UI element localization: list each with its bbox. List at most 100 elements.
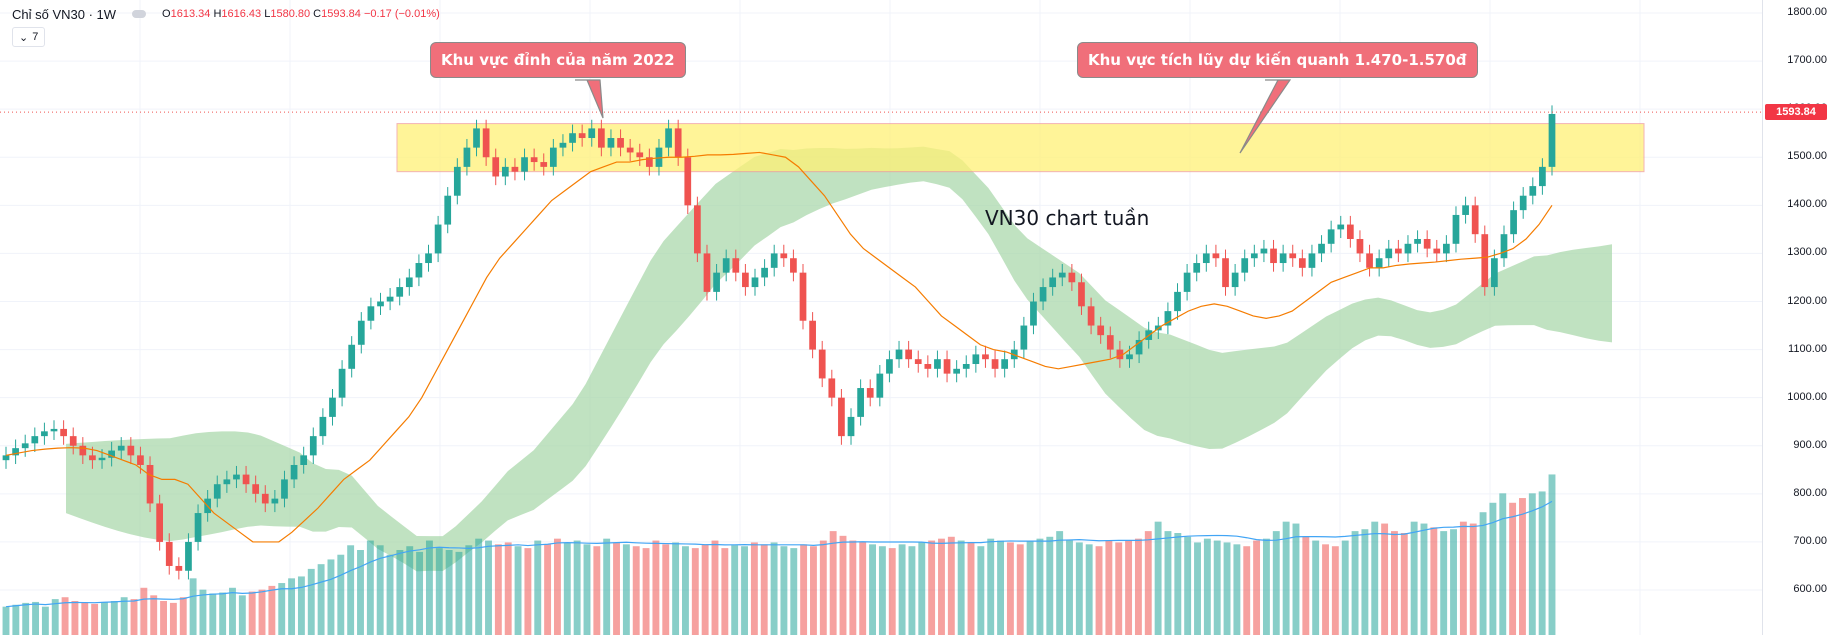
- volume-bar: [1164, 531, 1172, 635]
- volume-bar: [376, 545, 384, 635]
- candle-body: [521, 157, 528, 172]
- volume-bar: [1036, 538, 1044, 635]
- volume-bar: [819, 540, 827, 635]
- volume-bar: [898, 544, 906, 635]
- volume-ma-line: [5, 500, 1553, 608]
- volume-bar: [268, 585, 276, 635]
- volume-bar: [613, 542, 620, 635]
- candle-body: [1087, 306, 1095, 326]
- volume-bar: [1174, 533, 1182, 635]
- candle-body: [463, 147, 471, 167]
- ichimoku-cloud: [66, 146, 1612, 572]
- volume-bar: [1016, 544, 1024, 635]
- candle-body: [847, 416, 855, 437]
- volume-bar: [61, 597, 69, 635]
- candle-body: [1433, 248, 1441, 254]
- candle-body: [127, 445, 135, 456]
- candle-body: [1529, 186, 1537, 196]
- volume-bar: [485, 540, 492, 635]
- volume-bar: [91, 603, 99, 635]
- candle-body: [617, 138, 624, 148]
- volume-bar: [71, 601, 79, 635]
- candle-body: [1298, 258, 1306, 268]
- candle-body: [233, 474, 240, 480]
- volume-bar: [416, 551, 424, 635]
- candle-body: [1049, 277, 1057, 288]
- candle-body: [1202, 253, 1210, 264]
- symbol-title[interactable]: Chỉ số VN30 · 1W: [12, 6, 117, 22]
- change-value: −0.17 (−0.01%): [363, 8, 440, 20]
- more-options-icon[interactable]: [132, 10, 147, 18]
- volume-bar: [1312, 540, 1320, 635]
- candle-body: [1212, 253, 1220, 259]
- chart-area[interactable]: Chỉ số VN30 · 1W O1613.34 H1616.43 L1580…: [0, 0, 1762, 635]
- volume-bar: [160, 601, 168, 635]
- candle-body: [1279, 253, 1287, 264]
- candle-body: [108, 450, 115, 458]
- volume-bar: [1519, 498, 1526, 635]
- volume-bar: [2, 606, 10, 635]
- price-chart[interactable]: [0, 0, 1762, 635]
- volume-bar: [583, 544, 591, 635]
- volume-bar: [553, 538, 561, 635]
- volume-bar: [928, 540, 936, 635]
- volume-bar: [1272, 531, 1280, 635]
- open-value: 1613.34: [170, 8, 211, 20]
- candle-body: [12, 448, 19, 456]
- candle-body: [905, 349, 912, 360]
- volume-bar: [563, 542, 571, 635]
- volume-bar: [150, 595, 158, 635]
- candle-body: [146, 464, 154, 504]
- candle-body: [338, 368, 346, 398]
- candle-body: [1471, 205, 1479, 235]
- candle-body: [1423, 238, 1431, 249]
- volume-bar: [219, 592, 227, 635]
- candle-body: [972, 354, 980, 365]
- volume-bar: [622, 544, 630, 635]
- volume-bar: [1125, 540, 1133, 635]
- candle-body: [1270, 248, 1277, 264]
- candle-body: [1404, 243, 1412, 254]
- candle-body: [1260, 248, 1268, 254]
- volume-bar: [1528, 493, 1536, 635]
- candle-body: [809, 320, 816, 350]
- candle-body: [1366, 253, 1373, 268]
- candle-body: [386, 296, 394, 302]
- candle-body: [607, 138, 615, 148]
- candle-body: [1481, 234, 1489, 288]
- volume-bar: [258, 589, 266, 635]
- volume-bar: [908, 546, 916, 635]
- candle-body: [703, 253, 711, 292]
- candle-body: [1116, 349, 1124, 360]
- volume-bar: [327, 559, 335, 635]
- candle-body: [1058, 272, 1066, 278]
- volume-bar: [1075, 542, 1083, 635]
- candle-body: [290, 464, 298, 480]
- candle-body: [943, 359, 951, 374]
- volume-bar: [120, 597, 128, 635]
- candle-body: [281, 479, 288, 499]
- interval-toggle-button[interactable]: ⌄ 7: [12, 27, 46, 47]
- volume-bar: [337, 554, 345, 635]
- chart-title: VN30 chart tuần: [985, 206, 1150, 230]
- volume-bar: [947, 536, 955, 635]
- volume-bar: [1440, 531, 1448, 635]
- candle-body: [137, 455, 144, 465]
- candle-body: [482, 128, 490, 158]
- candle-body: [1519, 195, 1527, 211]
- candle-body: [1289, 253, 1297, 259]
- accumulation-callout-pointer: [1239, 79, 1292, 154]
- candle-body: [1375, 258, 1383, 268]
- candle-body: [41, 431, 48, 437]
- price-axis[interactable]: 1800.001700.001600.001500.001400.001300.…: [1762, 0, 1832, 635]
- volume-bar: [41, 606, 49, 635]
- candle-body: [2, 455, 10, 461]
- volume-bar: [1066, 540, 1073, 635]
- volume-bar: [110, 601, 118, 635]
- candle-body: [751, 277, 759, 288]
- volume-bar: [888, 548, 896, 635]
- candle-body: [1318, 243, 1325, 254]
- candle-body: [261, 493, 269, 504]
- candle-body: [1346, 224, 1354, 239]
- volume-bar: [229, 587, 236, 635]
